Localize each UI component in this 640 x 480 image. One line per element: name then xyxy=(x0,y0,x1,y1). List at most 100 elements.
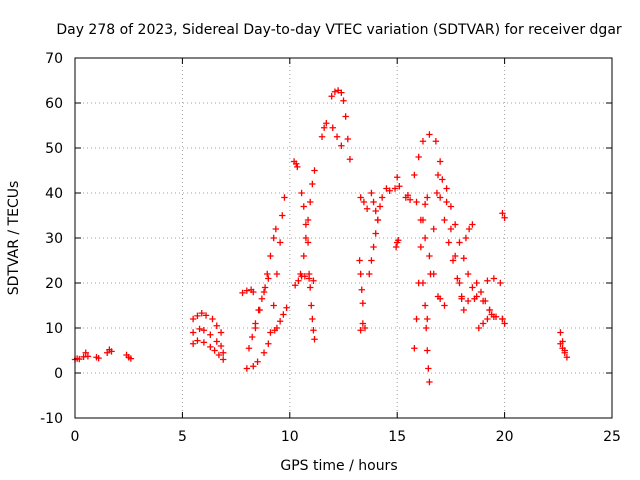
data-point-plus xyxy=(209,315,216,323)
series-arc-08 xyxy=(189,337,227,363)
data-point-plus xyxy=(356,257,363,264)
data-point-plus xyxy=(439,176,446,183)
data-point-plus xyxy=(264,270,271,278)
series-arc-32 xyxy=(391,174,403,192)
data-point-plus xyxy=(189,340,197,347)
data-point-plus xyxy=(383,185,390,192)
data-point-plus xyxy=(424,315,431,323)
series-arc-21 xyxy=(318,120,330,140)
data-point-plus xyxy=(404,192,412,199)
data-point-plus xyxy=(464,270,472,278)
data-point-plus xyxy=(456,239,463,246)
data-point-plus xyxy=(378,194,386,201)
data-point-plus xyxy=(213,338,220,345)
data-point-plus xyxy=(359,300,367,307)
series-arc-16 xyxy=(291,273,305,289)
data-point-plus xyxy=(411,345,418,352)
data-point-plus xyxy=(464,297,472,305)
data-point-plus xyxy=(202,312,210,319)
tick-labels: 0 5 10 15 20 25 -10 0 10 20 30 40 50 60 70 xyxy=(40,51,621,445)
data-point-plus xyxy=(357,327,364,334)
data-point-plus xyxy=(449,257,457,264)
data-point-plus xyxy=(207,331,214,338)
data-point-plus xyxy=(211,347,218,354)
data-point-plus xyxy=(281,194,288,201)
data-point-plus xyxy=(430,225,437,233)
data-point-plus xyxy=(311,336,318,343)
data-point-plus xyxy=(458,295,465,302)
data-point-plus xyxy=(417,216,425,224)
series-arc-02 xyxy=(80,349,92,360)
data-point-plus xyxy=(295,277,302,284)
series-arc-52 xyxy=(557,340,568,356)
data-point-plus xyxy=(198,309,205,317)
data-point-plus xyxy=(561,349,568,356)
data-point-plus xyxy=(501,320,508,327)
data-point-plus xyxy=(302,221,310,228)
series-arc-25 xyxy=(356,257,367,307)
data-point-plus xyxy=(276,318,284,325)
data-point-plus xyxy=(294,163,301,171)
series-arc-17 xyxy=(297,167,318,278)
data-point-plus xyxy=(421,234,429,242)
data-point-plus xyxy=(372,230,379,237)
series-arc-05 xyxy=(123,351,135,362)
series-arc-22 xyxy=(328,87,345,100)
data-point-plus xyxy=(396,183,403,190)
data-point-plus xyxy=(307,284,314,291)
data-point-plus xyxy=(359,320,367,327)
data-point-plus xyxy=(76,355,83,363)
data-point-plus xyxy=(484,277,491,284)
series-arc-50 xyxy=(499,315,508,327)
data-point-plus xyxy=(419,138,427,145)
x-tick-label: 0 xyxy=(71,429,80,445)
series-arc-24 xyxy=(329,124,345,149)
data-point-plus xyxy=(477,288,485,296)
data-point-plus xyxy=(304,216,312,224)
data-point-plus xyxy=(95,354,102,362)
data-point-plus xyxy=(273,270,281,278)
data-point-plus xyxy=(328,93,335,100)
x-tick-label: 10 xyxy=(281,429,299,445)
x-axis-label: GPS time / hours xyxy=(280,458,397,474)
data-point-plus xyxy=(279,212,286,219)
data-point-plus xyxy=(473,279,480,287)
series-arc-28 xyxy=(366,203,384,278)
data-point-plus xyxy=(469,284,476,291)
series-arc-12 xyxy=(252,225,280,332)
data-point-plus xyxy=(434,171,442,179)
data-point-plus xyxy=(302,234,310,242)
data-point-plus xyxy=(451,221,459,228)
data-point-plus xyxy=(559,345,566,352)
data-point-plus xyxy=(217,329,225,336)
data-point-plus xyxy=(372,207,379,215)
data-point-plus xyxy=(368,257,375,264)
y-tick-label: 70 xyxy=(45,51,63,67)
data-point-plus xyxy=(239,289,246,297)
data-point-plus xyxy=(415,153,422,161)
data-point-plus xyxy=(456,279,463,287)
y-tick-label: 40 xyxy=(45,186,63,202)
chart-title: Day 278 of 2023, Sidereal Day-to-day VTE… xyxy=(56,22,622,38)
data-point-plus xyxy=(261,284,269,291)
y-axis-label: SDTVAR / TECUs xyxy=(6,181,22,296)
data-point-plus xyxy=(272,225,280,233)
series-arc-30 xyxy=(378,185,393,201)
series-arc-33 xyxy=(402,192,414,203)
data-point-plus xyxy=(323,120,330,127)
data-point-plus xyxy=(424,194,431,201)
data-point-plus xyxy=(333,133,341,140)
data-point-plus xyxy=(331,88,339,95)
data-point-plus xyxy=(207,343,214,351)
data-point-plus xyxy=(243,287,251,294)
data-point-plus xyxy=(357,194,364,201)
data-point-plus xyxy=(392,243,400,251)
data-point-plus xyxy=(194,312,201,320)
series-arc-09 xyxy=(243,327,278,372)
data-point-plus xyxy=(270,302,277,309)
data-point-plus xyxy=(200,339,208,346)
series-arc-37 xyxy=(419,279,433,386)
data-point-plus xyxy=(427,270,434,278)
series-arc-41 xyxy=(436,194,465,300)
